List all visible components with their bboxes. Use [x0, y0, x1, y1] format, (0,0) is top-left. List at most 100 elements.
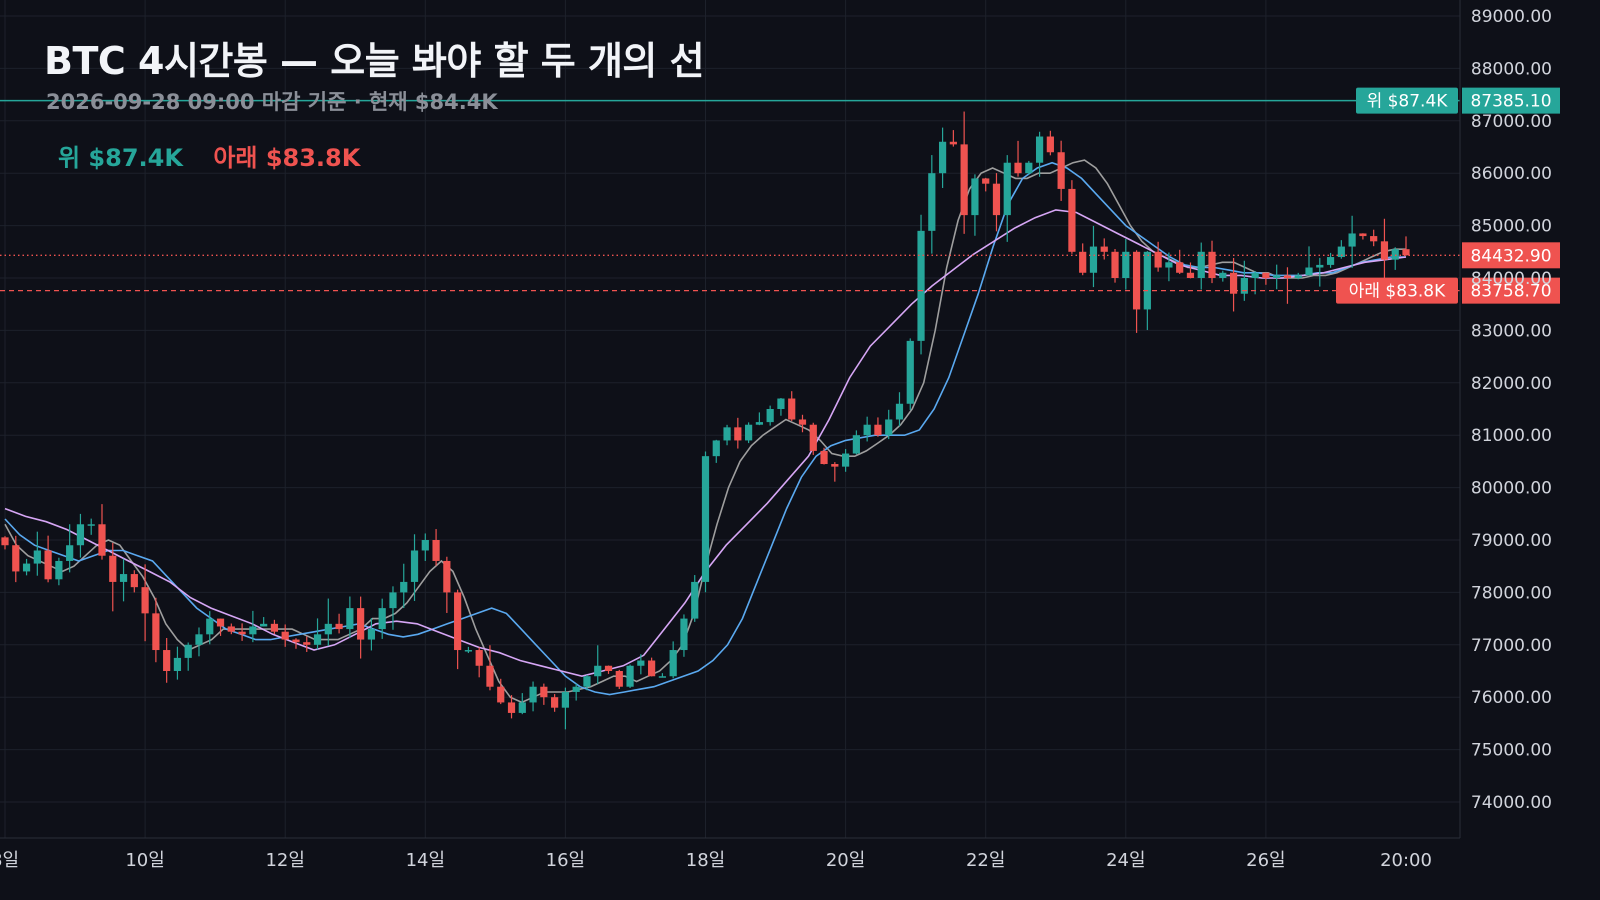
candle-body — [281, 631, 289, 640]
candle-body — [1370, 236, 1378, 242]
candle-body — [928, 173, 936, 231]
price-tick-label: 79000.00 — [1471, 531, 1552, 551]
price-tick-label: 89000.00 — [1471, 7, 1552, 27]
candle-body — [400, 581, 408, 593]
price-tick-label: 78000.00 — [1471, 583, 1552, 603]
price-tick-label: 75000.00 — [1471, 741, 1552, 761]
candle-body — [917, 230, 925, 341]
time-tick-label: 12일 — [265, 850, 304, 871]
candle-body — [1132, 251, 1141, 310]
candle-body — [1240, 278, 1248, 294]
candle-body — [44, 550, 52, 580]
candle-body — [12, 545, 20, 572]
candle-body — [1359, 233, 1367, 237]
candle-body — [745, 424, 753, 441]
price-tick-label: 81000.00 — [1471, 426, 1552, 446]
chart-subtitle: 2026-09-28 09:00 마감 기준 · 현재 $84.4K — [46, 90, 498, 114]
candle-body — [421, 540, 429, 551]
price-tick-label: 74000.00 — [1471, 793, 1552, 813]
candle-body — [497, 686, 505, 703]
candle-body — [1294, 275, 1302, 278]
candle-body — [1176, 262, 1184, 273]
candle-body — [378, 608, 386, 630]
price-axis[interactable]: 89000.00 88000.00 87000.00 86000.00 85000.00… — [1459, 0, 1552, 838]
candle-body — [1208, 251, 1216, 278]
candle-body — [1046, 136, 1054, 153]
candle-body — [1165, 262, 1173, 268]
candle-body — [432, 540, 440, 561]
candle-body — [270, 623, 279, 632]
upper-tag-label: 위 $87.4K — [1367, 92, 1449, 112]
candle-body — [874, 424, 882, 436]
time-axis[interactable]: 8일 10일 12일 14일 16일 18일 20일 22일 24일 26일 20:00 — [0, 837, 1460, 871]
time-tick-label: 14일 — [406, 850, 445, 871]
candle-body — [723, 427, 731, 441]
lower-tag-box — [1336, 277, 1458, 304]
upper-price-label: 87385.10 — [1470, 92, 1551, 112]
price-tick-label: 83000.00 — [1471, 321, 1552, 341]
candle-body — [949, 141, 957, 145]
candle-body — [960, 144, 968, 216]
candles — [1, 111, 1410, 730]
candle-body — [249, 626, 257, 635]
candle-body — [216, 618, 225, 627]
candle-body — [669, 650, 677, 677]
candle-body — [1273, 275, 1281, 278]
candle-body — [971, 178, 979, 216]
candle-body — [109, 555, 117, 582]
candle-body — [1100, 246, 1108, 252]
candle-body — [1079, 251, 1087, 273]
grid-lines — [0, 0, 1460, 838]
candle-body — [626, 665, 634, 687]
candle-body — [206, 618, 214, 635]
candle-body — [1229, 272, 1238, 294]
candle-body — [863, 424, 871, 436]
lower-tag-label: 아래 $83.8K — [1349, 282, 1446, 302]
candle-body — [507, 702, 516, 713]
candle-body — [1122, 251, 1130, 278]
candle-body — [292, 639, 300, 643]
legend-lower: 아래 $83.8K — [213, 144, 361, 172]
candle-body — [701, 456, 710, 582]
candle-body — [87, 524, 95, 526]
level-legend: 위 $87.4K 아래 $83.8K — [58, 138, 360, 173]
candle-body — [777, 398, 785, 409]
candle-body — [1143, 251, 1151, 310]
candle-body — [1219, 272, 1227, 278]
candle-body — [1316, 264, 1324, 268]
candle-body — [1391, 249, 1399, 260]
candle-body — [648, 660, 656, 677]
candle-body — [594, 665, 602, 677]
price-tick-label: 87000.00 — [1471, 112, 1552, 132]
candle-body — [992, 183, 1001, 216]
candle-body — [98, 524, 106, 556]
candle-body — [885, 419, 893, 436]
candle-body — [680, 618, 688, 651]
lower-price-label: 83758.70 — [1470, 282, 1551, 302]
candle-body — [1186, 272, 1195, 278]
candle-body — [529, 686, 537, 703]
candle-body — [303, 642, 311, 645]
candle-body — [809, 424, 817, 451]
candle-body — [1305, 267, 1313, 276]
candle-body — [324, 623, 332, 635]
price-levels: 87385.10 위 $87.4K 84432.90 83758.70 아래 $83.8… — [0, 87, 1560, 304]
candle-body — [1035, 136, 1044, 163]
candle-body — [1337, 246, 1345, 258]
candle-body — [852, 435, 860, 454]
price-tick-label: 84000.00 — [1471, 269, 1552, 289]
price-tick-label: 85000.00 — [1471, 217, 1552, 237]
candle-body — [561, 691, 569, 708]
candle-body — [1262, 272, 1270, 278]
candle-body — [820, 450, 828, 465]
candle-body — [55, 560, 63, 580]
candle-body — [1089, 246, 1098, 273]
price-tick-label: 86000.00 — [1471, 164, 1552, 184]
candle-body — [475, 650, 483, 666]
candle-body — [842, 453, 850, 467]
time-tick-label: 16일 — [546, 850, 585, 871]
candle-body — [1, 537, 9, 546]
candle-body — [238, 631, 246, 635]
candle-body — [1283, 275, 1292, 278]
